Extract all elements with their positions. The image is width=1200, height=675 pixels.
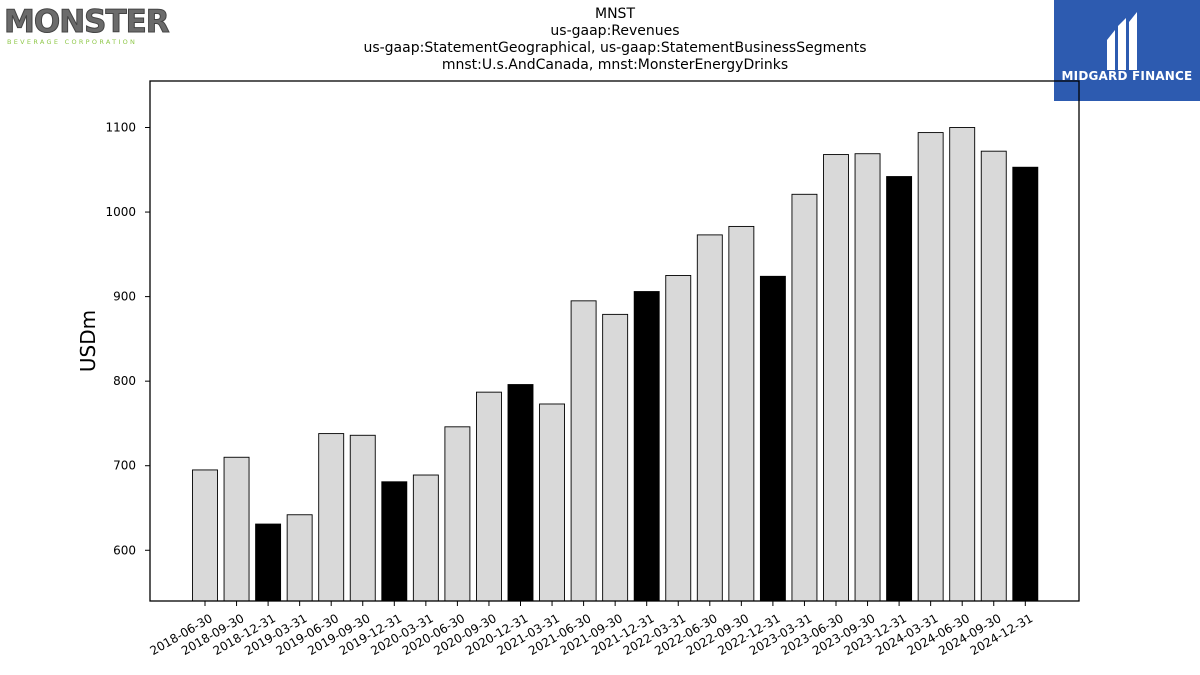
bar-2019-09-30 [349,434,376,602]
bar-2021-03-31 [539,403,565,602]
bar-2022-06-30 [696,234,723,602]
midgard-logo-text: MIDGARD FINANCE [1061,69,1193,83]
bar-2023-09-30 [854,153,881,602]
y-tick-label-700: 700 [113,459,136,473]
bar-2019-03-31 [286,514,313,602]
title-line-1: MNST [595,6,635,22]
bar-2023-03-31 [791,193,818,602]
bar-2020-03-31 [412,474,439,602]
bar-2020-09-30 [476,391,502,602]
bar-2022-12-31 [759,275,786,602]
monster-logo: MONSTER BEVERAGE CORPORATION [4,4,171,48]
bar-2023-12-31 [886,176,913,602]
bar-2024-09-30 [980,150,1007,602]
y-tick-label-1100: 1100 [105,121,136,135]
bar-2022-03-31 [665,275,692,602]
bar-2024-06-30 [949,127,976,602]
y-tick-label-900: 900 [113,290,136,304]
title-line-2: us-gaap:Revenues [550,23,680,39]
bar-2020-12-31 [507,384,534,602]
y-axis: 600 700 800 900 1000 1100 [105,121,150,557]
bar-2021-09-30 [602,313,629,602]
midgard-logo-icon [1107,12,1137,70]
bar-2020-06-30 [444,426,471,602]
title-line-4: mnst:U.s.AndCanada, mnst:MonsterEnergyDr… [441,57,789,73]
y-tick-label-800: 800 [113,374,136,388]
bars-group [192,127,1039,602]
bar-2024-12-31 [1012,166,1039,602]
bar-2021-06-30 [570,300,597,602]
title-line-3: us-gaap:StatementGeographical, us-gaap:S… [363,40,867,56]
bar-2018-06-30 [192,469,218,602]
chart-title: MNST us-gaap:Revenues us-gaap:StatementG… [315,6,915,74]
x-axis: 2018-06-302018-09-302018-12-312019-03-31… [147,601,1035,658]
midgard-finance-logo: MIDGARD FINANCE [1054,0,1200,101]
bar-2021-12-31 [633,291,660,602]
monster-logo-tagline: BEVERAGE CORPORATION [7,38,138,46]
bar-2022-09-30 [728,225,755,602]
bar-2019-12-31 [381,481,408,602]
bar-2024-03-31 [917,132,944,602]
plot-frame [149,80,1080,602]
bar-2019-06-30 [318,433,345,602]
bar-2018-12-31 [255,523,282,602]
y-tick-label-1000: 1000 [105,205,136,219]
y-tick-label-600: 600 [113,543,136,557]
bar-2018-09-30 [223,456,250,602]
y-axis-label: USDm [76,310,100,372]
bar-2023-06-30 [823,154,849,602]
monster-logo-text: MONSTER [4,4,171,41]
